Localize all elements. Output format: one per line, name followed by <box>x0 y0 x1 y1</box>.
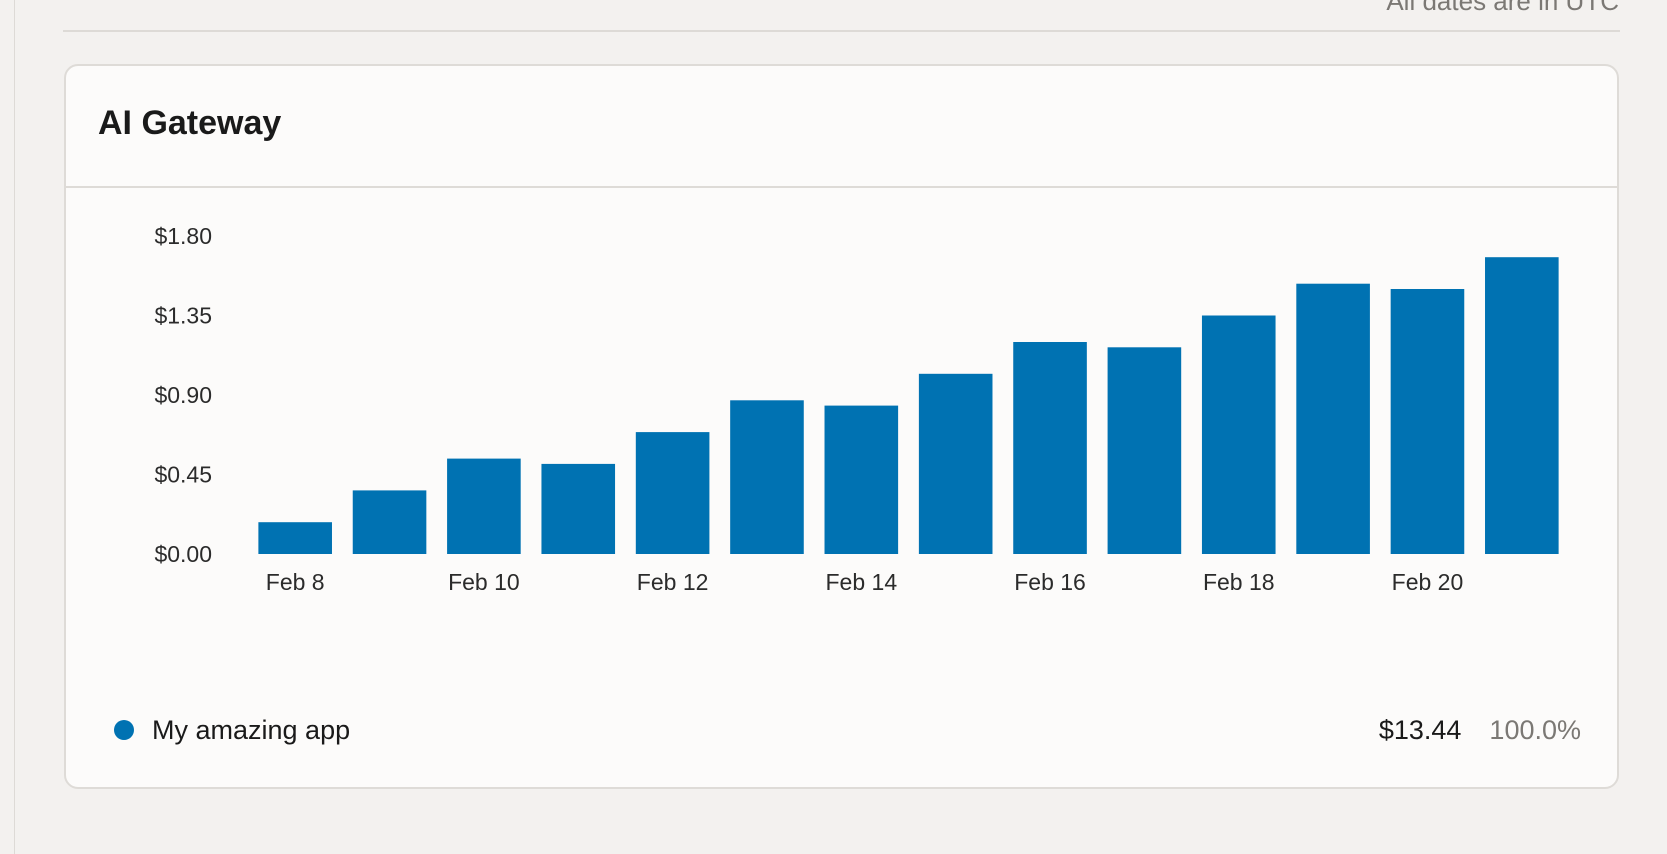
x-tick-label: Feb 18 <box>1203 569 1275 595</box>
legend-percent: 100.0% <box>1489 714 1581 745</box>
legend-label: My amazing app <box>152 714 351 745</box>
y-tick-label: $0.90 <box>154 382 212 408</box>
card-title: AI Gateway <box>98 104 282 142</box>
bar[interactable] <box>730 400 804 554</box>
bar[interactable] <box>352 490 427 554</box>
bar[interactable] <box>824 405 899 554</box>
bar[interactable] <box>447 458 521 554</box>
bar[interactable] <box>635 432 710 554</box>
x-tick-label: Feb 8 <box>266 569 325 595</box>
bar[interactable] <box>918 373 993 554</box>
y-tick-label: $0.00 <box>154 541 212 567</box>
bar[interactable] <box>1107 347 1182 554</box>
usage-bar-chart: $0.00$0.45$0.90$1.35$1.80 Feb 8 Feb 10 Feb… <box>154 223 1559 595</box>
section-divider <box>63 30 1620 32</box>
bar[interactable] <box>541 463 616 554</box>
y-tick-label: $1.35 <box>154 303 212 329</box>
bar[interactable] <box>1013 342 1087 554</box>
bars <box>258 257 1559 555</box>
legend-swatch <box>114 720 134 740</box>
card-header: AI Gateway <box>66 66 1617 188</box>
left-panel-edge <box>0 0 15 854</box>
y-tick-label: $0.45 <box>154 462 212 488</box>
x-axis: Feb 8 Feb 10 Feb 12 Feb 14 Feb 16 Feb 18 Feb 2… <box>266 569 1463 595</box>
timezone-note: All dates are in UTC <box>1386 0 1619 16</box>
x-tick-label: Feb 12 <box>637 569 709 595</box>
bar[interactable] <box>1390 289 1465 554</box>
x-tick-label: Feb 10 <box>448 569 520 595</box>
x-tick-label: Feb 20 <box>1392 569 1464 595</box>
x-tick-label: Feb 14 <box>826 569 898 595</box>
y-axis: $0.00 $0.45 $0.90 $1.35 $1.80 <box>154 223 212 567</box>
legend: My amazing app $13.44 100.0% <box>114 710 1581 750</box>
x-tick-label: Feb 16 <box>1014 569 1086 595</box>
bar[interactable] <box>1201 315 1276 555</box>
bar[interactable] <box>258 522 332 554</box>
legend-total: $13.44 <box>1378 714 1462 745</box>
bar[interactable] <box>1296 283 1370 554</box>
ai-gateway-card: AI Gateway $0.00 $0.45 $0.90 $1.35 $1.80 Feb… <box>64 64 1619 789</box>
bar[interactable] <box>1485 257 1559 554</box>
y-tick-label: $1.80 <box>154 223 212 249</box>
